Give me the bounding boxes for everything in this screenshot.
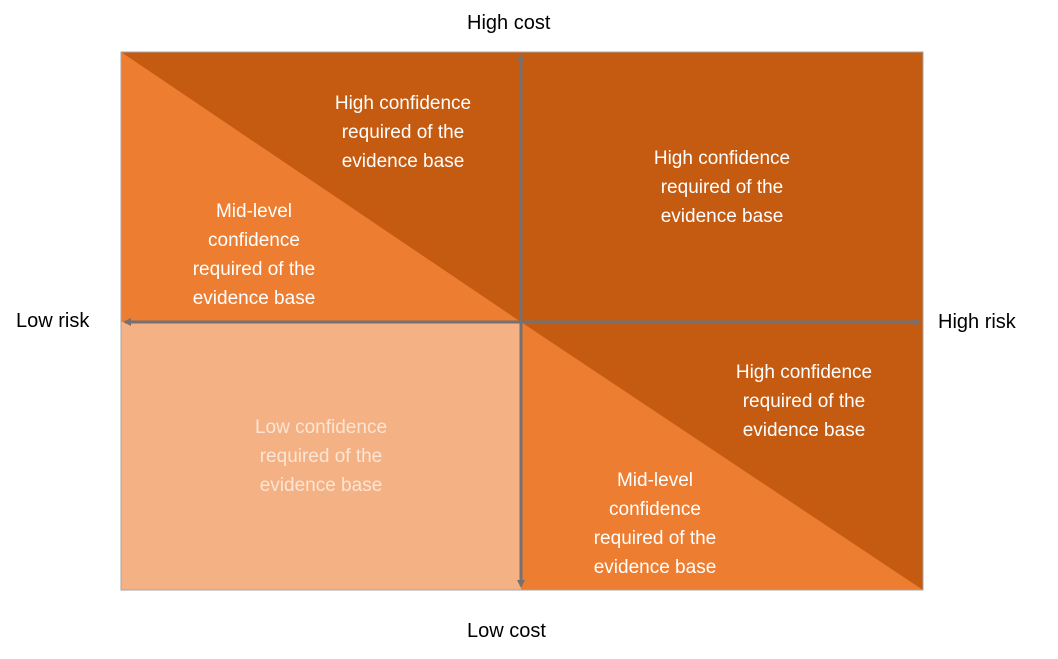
region-line: High confidence: [735, 362, 873, 383]
region-line: evidence base: [259, 475, 383, 496]
top-right-quadrant: [521, 52, 923, 322]
region-line: Mid-level: [215, 201, 293, 222]
axis-label-high-risk: High risk: [938, 311, 1016, 333]
matrix-border: [120, 51, 924, 591]
bottom-left-quadrant: [121, 322, 521, 590]
region-line: evidence base: [660, 206, 784, 227]
region-line: confidence: [208, 230, 300, 251]
region-line: evidence base: [341, 151, 465, 172]
top-left-quadrant-upper-triangle: [121, 52, 521, 322]
region-line: High confidence: [334, 93, 472, 114]
region-line: evidence base: [742, 420, 866, 441]
axis-label-low-cost: Low cost: [467, 620, 546, 642]
region-text-top-left-high-confidence: High confidence required of the evidence…: [335, 89, 471, 176]
region-line: required of the: [742, 391, 866, 412]
region-line: required of the: [341, 122, 465, 143]
region-text-bottom-left-low-confidence: Low confidence required of the evidence …: [255, 413, 387, 500]
region-line: required of the: [593, 528, 717, 549]
region-line: Low confidence: [254, 417, 388, 438]
region-line: evidence base: [192, 288, 316, 309]
region-line: confidence: [609, 499, 701, 520]
bottom-right-quadrant-lower-triangle: [521, 322, 923, 590]
region-line: required of the: [660, 177, 784, 198]
region-text-bottom-right-mid-level-confidence: Mid-level confidence required of the evi…: [594, 466, 717, 582]
region-text-bottom-right-high-confidence: High confidence required of the evidence…: [736, 358, 872, 445]
region-text-top-right-high-confidence: High confidence required of the evidence…: [654, 144, 790, 231]
axis-label-low-risk: Low risk: [16, 310, 90, 332]
axis-label-high-cost: High cost: [467, 12, 551, 34]
region-line: required of the: [192, 259, 316, 280]
region-line: required of the: [259, 446, 383, 467]
region-text-top-left-mid-level-confidence: Mid-level confidence required of the evi…: [193, 197, 316, 313]
region-line: Mid-level: [616, 470, 694, 491]
region-line: evidence base: [593, 557, 717, 578]
region-line: High confidence: [653, 148, 791, 169]
